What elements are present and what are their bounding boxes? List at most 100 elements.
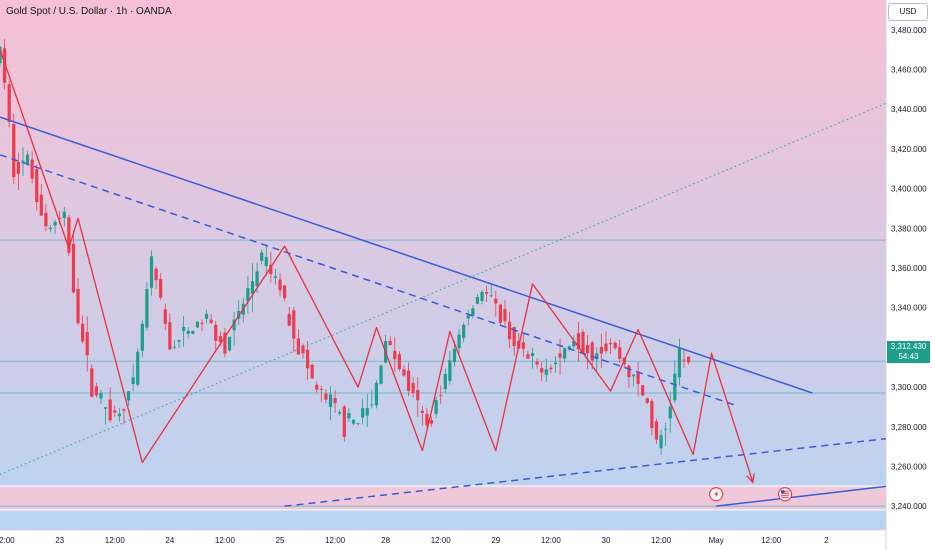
x-axis[interactable]: 12:00 23 12:00 24 12:00 25 12:00 28 12:00 29 12:00… — [0, 536, 829, 545]
candle — [342, 405, 346, 442]
candle — [140, 320, 144, 358]
us-flag-icon[interactable] — [777, 487, 793, 502]
candle — [44, 203, 48, 232]
y-tick-label: 3,260.000 — [891, 462, 927, 471]
candle — [48, 225, 53, 233]
candle — [581, 329, 585, 354]
candle — [540, 361, 544, 382]
candle — [21, 147, 25, 177]
candle — [94, 382, 99, 398]
candle — [12, 113, 16, 184]
candle — [122, 407, 126, 425]
candle — [397, 351, 401, 372]
candle — [145, 282, 149, 331]
candle — [305, 340, 310, 380]
candle — [149, 250, 154, 296]
candle — [347, 408, 351, 422]
zigzag-line — [0, 49, 754, 483]
candle — [563, 347, 567, 363]
y-tick-label: 3,300.000 — [891, 383, 927, 392]
projection-arrowhead — [746, 473, 755, 484]
candle — [16, 152, 20, 191]
candle — [246, 275, 250, 314]
candle — [351, 419, 356, 426]
candle — [223, 327, 227, 358]
horizontal-lines — [0, 239, 886, 507]
candle — [310, 363, 314, 379]
candle — [200, 319, 204, 332]
candle — [503, 299, 507, 326]
candle — [237, 300, 241, 326]
x-tick-label: 25 — [276, 536, 285, 545]
candle — [682, 349, 686, 368]
candle — [498, 303, 502, 326]
candle — [443, 368, 447, 394]
candle — [25, 151, 30, 166]
y-tick-label: 3,460.000 — [891, 65, 927, 74]
candle — [76, 278, 80, 326]
y-tick-label: 3,360.000 — [891, 264, 927, 273]
x-tick-label: 29 — [491, 536, 500, 545]
candle — [420, 406, 424, 426]
candle — [227, 336, 232, 352]
candle — [315, 381, 319, 393]
candle — [278, 272, 282, 297]
last-price-label: 3,312.430 — [890, 342, 927, 351]
candle — [117, 407, 121, 422]
x-tick-label: 12:00 — [761, 536, 782, 545]
candle — [30, 151, 34, 184]
candle — [328, 386, 333, 421]
candle — [448, 351, 452, 385]
candle — [530, 347, 535, 369]
x-tick-label: 2 — [824, 536, 829, 545]
candle — [466, 309, 470, 326]
candle — [163, 303, 167, 331]
candle — [393, 336, 397, 372]
y-tick-label: 3,440.000 — [891, 105, 927, 114]
candle — [365, 393, 369, 427]
y-tick-label: 3,480.000 — [891, 26, 927, 35]
candle — [283, 284, 287, 302]
candle — [654, 418, 659, 444]
candle — [388, 336, 392, 346]
candle — [250, 263, 255, 313]
candle — [636, 361, 640, 397]
candles — [0, 38, 691, 456]
candle — [585, 335, 590, 369]
event-annotations[interactable] — [709, 487, 793, 502]
candle — [361, 398, 365, 425]
candle — [296, 329, 301, 355]
candle — [618, 339, 622, 363]
x-tick-label: 24 — [165, 536, 174, 545]
x-tick-label: May — [709, 536, 724, 545]
candle — [374, 380, 379, 409]
candle — [664, 422, 668, 446]
lightning-icon[interactable] — [709, 487, 724, 502]
candle — [668, 391, 672, 433]
candle — [356, 422, 360, 426]
candle — [608, 338, 613, 354]
trendline-dashed-2 — [284, 437, 886, 507]
candle — [195, 320, 200, 329]
candle — [572, 334, 576, 349]
candle — [485, 285, 489, 303]
y-tick-label: 3,240.000 — [891, 502, 927, 511]
candle — [489, 284, 493, 298]
candle — [301, 343, 305, 359]
x-tick-label: 12:00 — [215, 536, 236, 545]
candle — [416, 377, 420, 417]
candle — [85, 316, 89, 372]
currency-button[interactable]: USD — [888, 3, 928, 21]
candle — [81, 315, 85, 344]
candle — [425, 408, 429, 429]
candle — [232, 311, 236, 346]
candle — [90, 364, 94, 398]
candle — [650, 398, 654, 436]
candle — [154, 266, 158, 290]
trendline-dashed-1 — [0, 154, 735, 406]
candle — [159, 272, 163, 300]
trendline-solid-0 — [0, 116, 813, 394]
candle — [452, 340, 457, 367]
